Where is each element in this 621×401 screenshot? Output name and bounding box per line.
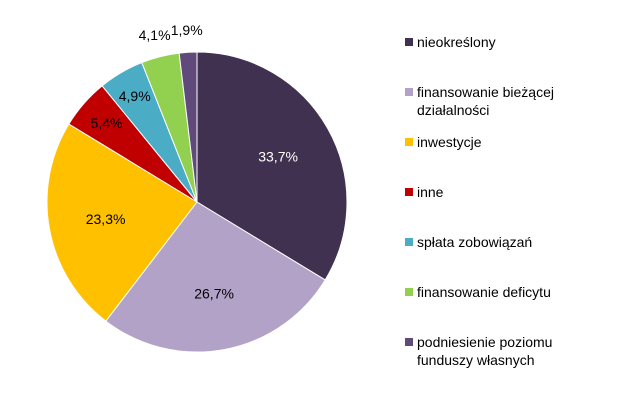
legend: nieokreślony finansowanie bieżącej działal…: [405, 34, 554, 368]
legend-swatch: [405, 238, 413, 246]
pie-slice-1: [196, 51, 348, 281]
legend-swatch: [405, 88, 413, 96]
legend-label: działalności: [417, 102, 489, 118]
pie-slices: [46, 51, 348, 353]
legend-label: finansowanie bieżącej: [417, 84, 554, 100]
pie-slice-3: [46, 123, 198, 322]
legend-item-4: inne: [405, 184, 444, 200]
pie-slice-2: [105, 201, 326, 353]
legend-label: podniesienie poziomu: [417, 334, 552, 350]
legend-item-7: podniesienie poziomu funduszy własnych: [405, 334, 552, 368]
legend-label: nieokreślony: [417, 34, 496, 50]
data-label-7: 1,9%: [171, 22, 203, 38]
legend-swatch: [405, 138, 413, 146]
legend-swatch: [405, 338, 413, 346]
legend-item-5: spłata zobowiązań: [405, 234, 532, 250]
legend-swatch: [405, 288, 413, 296]
legend-swatch: [405, 188, 413, 196]
legend-item-3: inwestycje: [405, 134, 482, 150]
data-labels: 33,7% 26,7% 23,3% 5,4% 4,9% 4,1% 1,9%: [86, 22, 298, 302]
data-label-2: 26,7%: [194, 285, 234, 301]
legend-label: spłata zobowiązań: [417, 234, 532, 250]
legend-label: inne: [417, 184, 444, 200]
legend-label: inwestycje: [417, 134, 482, 150]
data-label-4: 5,4%: [91, 115, 123, 131]
data-label-5: 4,9%: [119, 88, 151, 104]
legend-label: funduszy własnych: [417, 352, 535, 368]
legend-label: finansowanie deficytu: [417, 284, 551, 300]
pie-slice-7: [178, 51, 198, 203]
data-label-1: 33,7%: [258, 148, 298, 164]
legend-item-1: nieokreślony: [405, 34, 496, 50]
legend-item-2: finansowanie bieżącej działalności: [405, 84, 554, 118]
legend-item-6: finansowanie deficytu: [405, 284, 551, 300]
data-label-6: 4,1%: [139, 27, 171, 43]
legend-swatch: [405, 38, 413, 46]
data-label-3: 23,3%: [86, 211, 126, 227]
